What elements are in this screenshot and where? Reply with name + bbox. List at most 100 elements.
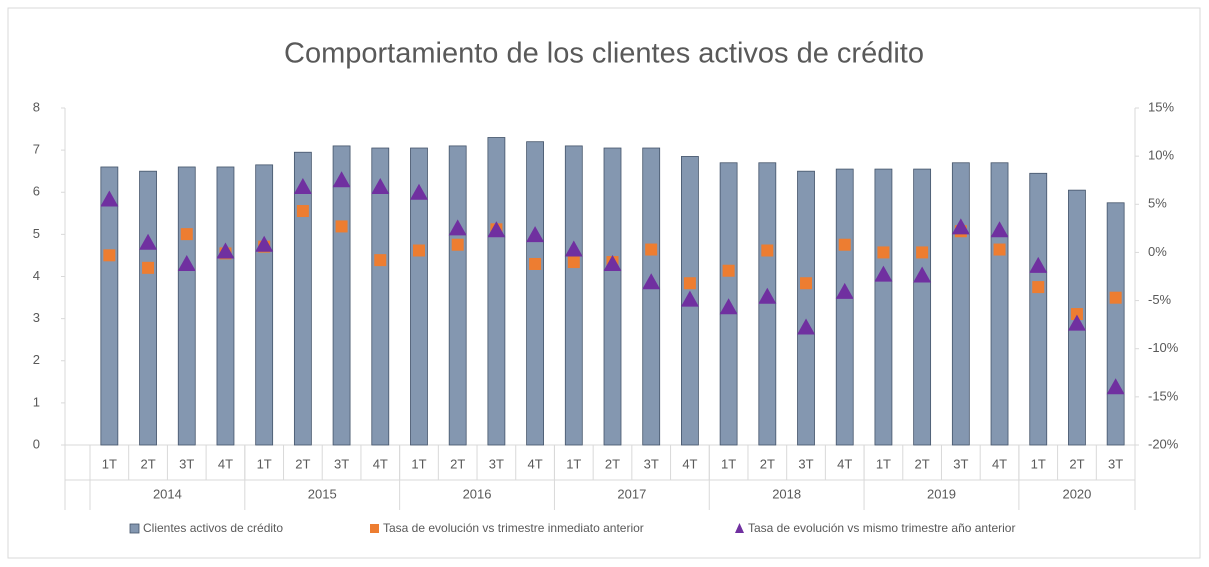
triangle-marker [758, 287, 777, 304]
bar [332, 145, 351, 446]
square-marker [335, 220, 348, 233]
y2-tick-label: -10% [1148, 340, 1179, 355]
bar [371, 147, 390, 446]
triangle-marker [487, 221, 506, 238]
x-tick-label: 2T [450, 456, 465, 471]
x-tick-label: 1T [566, 456, 581, 471]
group-label: 2019 [927, 486, 956, 501]
x-tick-label: 1T [411, 456, 426, 471]
square-marker [993, 243, 1006, 256]
triangle-marker [642, 273, 661, 290]
triangle-marker [409, 183, 428, 200]
group-label: 2020 [1062, 486, 1091, 501]
x-tick-label: 3T [644, 456, 659, 471]
triangle-marker [1067, 314, 1086, 331]
square-marker [103, 249, 116, 262]
y-tick-label: 3 [33, 310, 40, 325]
bar [835, 168, 854, 446]
bar [797, 170, 815, 446]
bar [487, 137, 506, 446]
legend-swatch [370, 524, 379, 533]
bar [951, 162, 970, 446]
triangle-marker [100, 190, 119, 207]
x-tick-label: 3T [798, 456, 813, 471]
y-tick-label: 1 [33, 394, 40, 409]
y-tick-label: 7 [33, 142, 40, 157]
x-tick-label: 1T [721, 456, 736, 471]
y2-tick-label: 10% [1148, 148, 1174, 163]
triangle-marker [564, 240, 583, 257]
square-marker [877, 246, 890, 259]
triangle-marker [216, 242, 235, 259]
square-marker [761, 244, 774, 257]
bar [293, 151, 312, 446]
x-tick-label: 2T [760, 456, 775, 471]
x-tick-label: 3T [334, 456, 349, 471]
triangle-marker [680, 290, 699, 307]
triangle-marker [526, 226, 545, 243]
triangle-marker [332, 171, 351, 188]
square-marker [567, 256, 580, 269]
square-marker [412, 244, 425, 257]
bar [564, 145, 583, 446]
y2-tick-label: -20% [1148, 436, 1179, 451]
square-marker [529, 257, 542, 270]
x-tick-label: 3T [179, 456, 194, 471]
bar [642, 147, 661, 446]
bar [410, 147, 428, 446]
x-tick-label: 2T [605, 456, 620, 471]
square-marker [838, 238, 851, 251]
triangle-marker [874, 265, 893, 282]
x-tick-label: 3T [953, 456, 968, 471]
x-tick-label: 2T [915, 456, 930, 471]
x-tick-label: 3T [489, 456, 504, 471]
group-label: 2015 [308, 486, 337, 501]
y-tick-label: 8 [33, 99, 40, 114]
square-marker [296, 205, 309, 218]
bar [526, 141, 544, 446]
x-tick-label: 2T [295, 456, 310, 471]
x-tick-label: 3T [1108, 456, 1123, 471]
square-marker [1109, 291, 1122, 304]
y2-tick-label: -15% [1148, 388, 1179, 403]
triangle-marker [797, 318, 816, 335]
bar [1029, 172, 1048, 446]
square-marker [645, 243, 658, 256]
legend-swatch [735, 523, 744, 533]
bar [255, 164, 274, 446]
square-marker [451, 238, 464, 251]
bar [758, 162, 777, 446]
bar [216, 166, 235, 446]
x-tick-label: 1T [876, 456, 891, 471]
chart-title: Comportamiento de los clientes activos d… [284, 38, 924, 70]
x-tick-label: 1T [1031, 456, 1046, 471]
y2-tick-label: -5% [1148, 292, 1172, 307]
group-label: 2018 [772, 486, 801, 501]
square-marker [722, 264, 735, 277]
bar [990, 162, 1009, 446]
triangle-marker [448, 219, 467, 236]
y2-tick-label: 15% [1148, 99, 1174, 114]
triangle-marker [951, 218, 970, 235]
triangle-marker [835, 282, 854, 299]
square-marker [142, 261, 155, 274]
group-label: 2017 [617, 486, 646, 501]
bar [874, 168, 893, 446]
bar [177, 166, 196, 446]
bar [1106, 202, 1125, 446]
y-tick-label: 0 [33, 436, 40, 451]
triangle-marker [990, 221, 1009, 238]
triangle-marker [913, 266, 932, 283]
group-label: 2016 [463, 486, 492, 501]
x-tick-label: 4T [373, 456, 388, 471]
square-marker [374, 254, 387, 267]
triangle-marker [293, 177, 312, 194]
square-marker [1070, 308, 1083, 321]
group-label: 2014 [153, 486, 182, 501]
bar [913, 168, 932, 446]
y-tick-label: 4 [33, 268, 40, 283]
y-tick-label: 5 [33, 226, 40, 241]
x-tick-label: 4T [837, 456, 852, 471]
x-tick-label: 4T [682, 456, 697, 471]
